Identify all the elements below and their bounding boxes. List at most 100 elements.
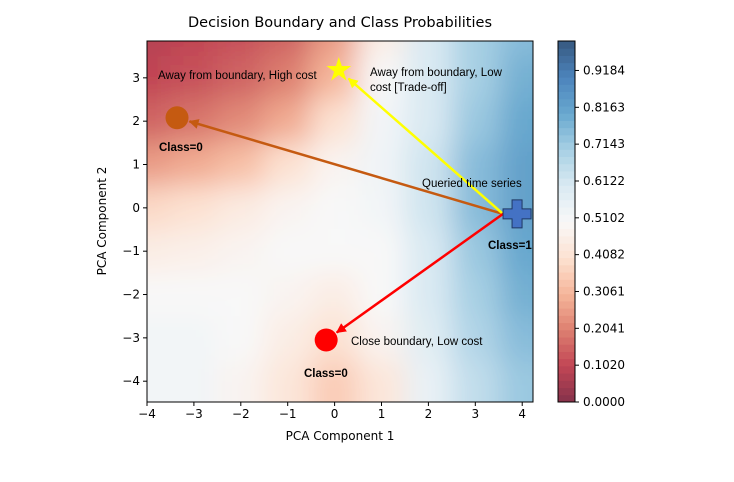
- probability-field: [147, 41, 533, 402]
- colorbar-band: [558, 373, 575, 381]
- field-cell: [404, 41, 453, 58]
- colorbar-band: [558, 235, 575, 244]
- field-cell: [498, 56, 533, 101]
- colorbar-band: [558, 178, 575, 186]
- colorbar-band: [558, 113, 575, 121]
- colorbar-band: [558, 264, 575, 273]
- field-cell: [404, 272, 453, 318]
- colorbar-band: [558, 120, 575, 129]
- field-cell: [451, 272, 500, 318]
- colorbar-band: [558, 279, 575, 287]
- field-cell: [451, 316, 500, 361]
- colorbar-frame: [557, 40, 576, 403]
- colorbar-band: [558, 286, 575, 295]
- field-cell: [358, 316, 406, 361]
- colorbar-band: [558, 387, 575, 396]
- class-label: Class=0: [159, 142, 203, 154]
- x-tick-label: 2: [425, 407, 433, 421]
- field-cell: [147, 186, 172, 231]
- colorbar-band: [558, 41, 575, 49]
- field-cell: [451, 99, 500, 144]
- field-cell: [498, 142, 533, 188]
- colorbar-band: [558, 308, 575, 316]
- annotation: Away from boundary, High cost: [158, 70, 317, 82]
- field-cell: [264, 316, 313, 361]
- colorbar-band: [558, 156, 575, 165]
- colorbar-band: [558, 127, 575, 136]
- field-cell: [264, 186, 313, 231]
- x-tick-label: 0: [331, 407, 339, 421]
- colorbar-tick-label: 0.6122: [583, 174, 625, 188]
- field-cell: [170, 272, 219, 318]
- field-cell: [358, 41, 406, 58]
- point: [314, 328, 338, 352]
- field-cell: [264, 41, 313, 58]
- colorbar-band: [558, 105, 575, 114]
- colorbar-band: [558, 337, 575, 345]
- plot-frame: [146, 40, 534, 403]
- field-cell: [311, 99, 360, 144]
- colorbar-tick-label: 0.7143: [583, 137, 625, 151]
- field-cell: [147, 99, 172, 144]
- arrow: [335, 212, 504, 334]
- colorbar: [558, 41, 575, 403]
- field-cell: [264, 359, 313, 402]
- colorbar-band: [558, 185, 575, 194]
- x-tick-label: 1: [378, 407, 386, 421]
- colorbar-band: [558, 69, 575, 78]
- field-cell: [498, 272, 533, 318]
- field-cell: [451, 142, 500, 188]
- field-cell: [264, 229, 313, 274]
- field-cell: [170, 359, 219, 402]
- y-tick-label: −3: [122, 331, 140, 345]
- colorbar-band: [558, 84, 575, 93]
- field-cell: [147, 142, 172, 188]
- chart-title: Decision Boundary and Class Probabilitie…: [188, 15, 492, 31]
- field-cell: [358, 229, 406, 274]
- field-cell: [147, 316, 172, 361]
- colorbar-band: [558, 192, 575, 201]
- colorbar-band: [558, 207, 575, 215]
- colorbar-tick-label: 0.9184: [583, 63, 625, 77]
- field-cell: [147, 272, 172, 318]
- colorbar-band: [558, 77, 575, 85]
- colorbar-band: [558, 380, 575, 389]
- field-cell: [264, 56, 313, 101]
- colorbar-band: [558, 163, 575, 172]
- field-cell: [147, 229, 172, 274]
- field-cell: [170, 56, 219, 101]
- point: [502, 199, 532, 229]
- annotation: Close boundary, Low cost: [351, 336, 483, 348]
- colorbar-tick-label: 0.0000: [583, 395, 625, 409]
- y-axis-label: PCA Component 2: [95, 167, 109, 276]
- y-tick-label: −2: [122, 288, 140, 302]
- field-cell: [451, 41, 500, 58]
- field-cell: [217, 316, 266, 361]
- colorbar-band: [558, 293, 575, 302]
- colorbar-band: [558, 55, 575, 64]
- y-tick-label: −4: [122, 374, 140, 388]
- colorbar-band: [558, 149, 575, 158]
- field-cell: [170, 41, 219, 58]
- colorbar-band: [558, 329, 575, 338]
- field-cell: [217, 41, 266, 58]
- colorbar-band: [558, 351, 575, 360]
- arrow: [188, 119, 504, 216]
- field-cell: [404, 99, 453, 144]
- field-cell: [311, 186, 360, 231]
- field-cell: [170, 142, 219, 188]
- y-tick-label: −1: [122, 244, 140, 258]
- field-cell: [498, 316, 533, 361]
- field-cell: [358, 272, 406, 318]
- field-cell: [311, 272, 360, 318]
- field-cell: [311, 359, 360, 402]
- x-tick-label: −4: [138, 407, 156, 421]
- colorbar-band: [558, 62, 575, 71]
- field-cell: [358, 186, 406, 231]
- colorbar-band: [558, 272, 575, 280]
- colorbar-tick-label: 0.1020: [583, 358, 625, 372]
- colorbar-tick-label: 0.2041: [583, 321, 625, 335]
- field-cell: [404, 186, 453, 231]
